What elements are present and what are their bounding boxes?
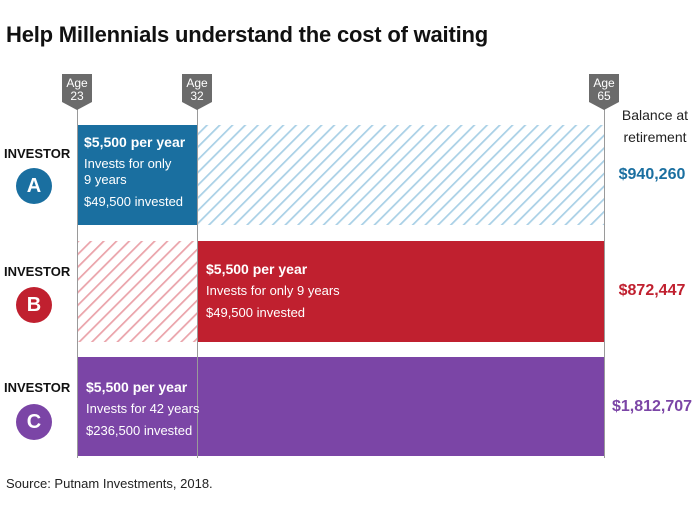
investor-c-invested: $236,500 invested xyxy=(86,423,193,438)
age-65-label: Age xyxy=(593,76,615,90)
age-23-tag xyxy=(62,74,92,110)
investor-a-duration-cont: 9 years xyxy=(84,172,127,187)
chart-title: Help Millennials understand the cost of … xyxy=(6,22,488,47)
investor-c-bar xyxy=(77,357,604,456)
age-32-label: Age xyxy=(186,76,208,90)
investor-c-badge: C xyxy=(16,404,52,440)
investor-b-invested: $49,500 invested xyxy=(206,305,306,320)
investor-c-duration: Invests for 42 years xyxy=(86,401,200,416)
source-note: Source: Putnam Investments, 2018. xyxy=(6,476,213,491)
investor-b-duration: Invests for only 9 years xyxy=(206,283,340,298)
investor-b-idle-hatch xyxy=(77,241,197,342)
age-65-tag xyxy=(589,74,619,110)
age-23-value: 23 xyxy=(70,89,84,103)
investor-a-bar xyxy=(77,125,197,225)
balance-header-line2: retirement xyxy=(623,129,687,145)
investor-c-details: $5,500 per year Invests for 42 years $23… xyxy=(86,379,202,439)
investor-b-bar xyxy=(197,241,604,342)
investor-a-invested: $49,500 invested xyxy=(84,194,184,209)
age-32-value: 32 xyxy=(190,89,204,103)
balance-header: Balance at retirement xyxy=(610,104,700,148)
investor-b-contribution: $5,500 per year xyxy=(206,261,308,277)
balance-header-line1: Balance at xyxy=(621,107,689,123)
investor-a-growth-hatch xyxy=(197,125,604,225)
investor-c-balance: $1,812,707 xyxy=(611,398,693,415)
investor-a-details: $5,500 per year Invests for only 9 years… xyxy=(84,134,196,210)
investor-b-label: INVESTOR xyxy=(4,264,71,279)
investor-b-details: $5,500 per year Invests for only 9 years… xyxy=(206,261,596,321)
investor-a-label: INVESTOR xyxy=(4,146,71,161)
age-32-tag xyxy=(182,74,212,110)
investor-c-label: INVESTOR xyxy=(4,380,71,395)
investor-a-duration: Invests for only xyxy=(84,156,172,171)
investor-b-badge: B xyxy=(16,287,52,323)
investor-a-balance: $940,260 xyxy=(618,166,686,183)
investor-c-contribution: $5,500 per year xyxy=(86,379,188,395)
investor-a-contribution: $5,500 per year xyxy=(84,134,186,150)
investor-b-balance: $872,447 xyxy=(618,282,686,299)
age-23-label: Age xyxy=(66,76,88,90)
age-65-value: 65 xyxy=(597,89,611,103)
investor-a-badge: A xyxy=(16,168,52,204)
